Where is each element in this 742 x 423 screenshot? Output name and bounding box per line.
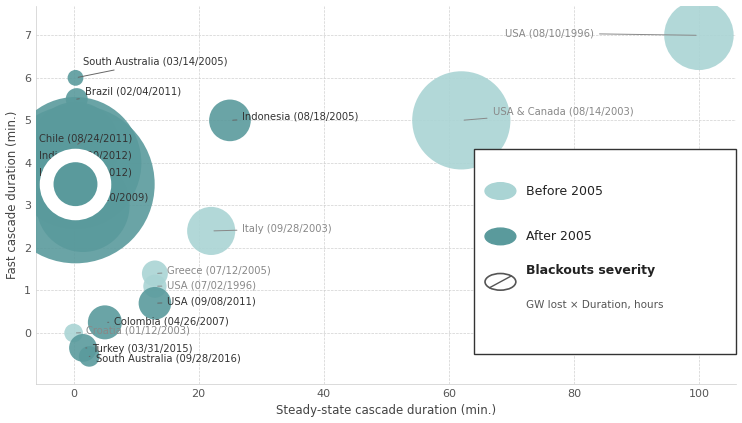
Y-axis label: Fast cascade duration (min.): Fast cascade duration (min.) (5, 110, 19, 279)
Text: Indonesia (08/18/2005): Indonesia (08/18/2005) (233, 111, 359, 121)
Text: Brazil (02/04/2011): Brazil (02/04/2011) (76, 86, 181, 99)
Point (83, 353, 95, 360)
Point (206, 228, 217, 234)
X-axis label: Steady-state cascade duration (min.): Steady-state cascade duration (min.) (276, 404, 496, 418)
Point (149, 270, 161, 277)
Point (70, 96, 82, 102)
Text: USA (08/10/1996): USA (08/10/1996) (505, 28, 696, 38)
Text: Blackouts severity: Blackouts severity (526, 264, 655, 277)
Point (99, 319, 111, 326)
Point (149, 283, 161, 290)
Text: India (07/30/2012): India (07/30/2012) (39, 150, 132, 161)
FancyBboxPatch shape (474, 149, 737, 354)
Text: USA & Canada (08/14/2003): USA & Canada (08/14/2003) (464, 107, 633, 120)
Point (70, 159, 82, 166)
Text: USA (09/08/2011): USA (09/08/2011) (158, 296, 256, 306)
Point (68, 330, 79, 336)
Point (77, 344, 89, 351)
Point (693, 32, 705, 39)
Text: India (07/31/2012): India (07/31/2012) (39, 167, 132, 184)
Text: Colombia (04/26/2007): Colombia (04/26/2007) (108, 316, 229, 326)
Point (70, 143, 82, 149)
Point (456, 117, 467, 124)
Text: After 2005: After 2005 (526, 230, 592, 243)
Text: USA (07/02/1996): USA (07/02/1996) (158, 280, 257, 290)
Circle shape (485, 228, 516, 245)
Point (149, 300, 161, 307)
Text: Croatia (01/12/2003): Croatia (01/12/2003) (76, 326, 190, 336)
Text: GW lost × Duration, hours: GW lost × Duration, hours (526, 299, 664, 310)
Text: Greece (07/12/2005): Greece (07/12/2005) (158, 265, 271, 275)
Text: Italy (09/28/2003): Italy (09/28/2003) (214, 224, 332, 234)
Point (70, 181, 82, 187)
Text: Before 2005: Before 2005 (526, 184, 603, 198)
Point (70, 181, 82, 187)
Text: South Australia (09/28/2016): South Australia (09/28/2016) (89, 354, 240, 363)
Text: Chile (08/24/2011): Chile (08/24/2011) (39, 133, 133, 144)
Text: Brazil (11/10/2009): Brazil (11/10/2009) (52, 193, 148, 204)
Text: South Australia (03/14/2005): South Australia (03/14/2005) (78, 57, 228, 77)
Point (224, 117, 236, 124)
Point (70, 74, 82, 81)
Point (70, 181, 82, 187)
Point (77, 202, 89, 209)
Text: Turkey (03/31/2015): Turkey (03/31/2015) (86, 344, 193, 354)
Circle shape (485, 183, 516, 199)
